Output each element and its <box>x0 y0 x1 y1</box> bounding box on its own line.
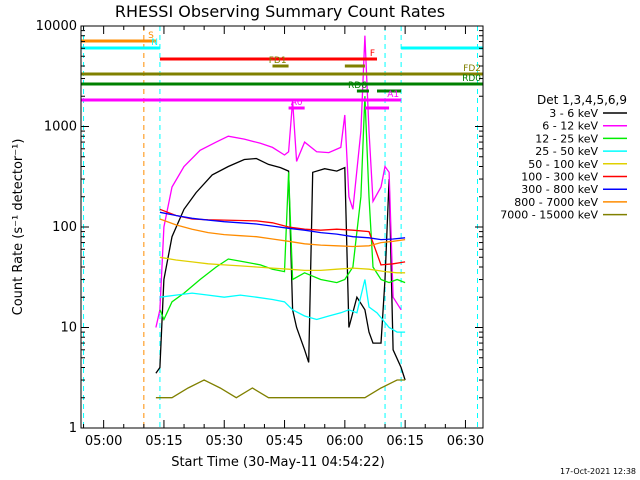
x-tick-label: 05:15 <box>145 434 182 449</box>
series-layer <box>155 35 406 399</box>
series-line <box>159 208 406 266</box>
y-tick-label: 10000 <box>36 19 77 34</box>
legend-entry-label: 25 - 50 keV <box>535 145 598 158</box>
y-axis-label: Count Rate (s⁻¹ detector⁻¹) <box>11 139 26 316</box>
x-tick-label: 06:30 <box>447 434 484 449</box>
y-tick-label: 100 <box>52 220 77 235</box>
x-tick-label: 06:15 <box>386 434 423 449</box>
generation-timestamp: 17-Oct-2021 12:38 <box>560 467 636 476</box>
y-tick-label: 10 <box>60 321 77 336</box>
y-axis: 1 10 100 1000 10000 <box>36 19 483 436</box>
flag-bar-label: FD1 <box>269 56 287 66</box>
series-line <box>159 218 406 248</box>
flag-bar-label: FD2 <box>463 64 481 74</box>
legend-entry-label: 6 - 12 keV <box>542 120 598 133</box>
y-tick-label: 1 <box>69 421 77 436</box>
x-tick-label: 05:30 <box>206 434 243 449</box>
legend-entry-label: 100 - 300 keV <box>521 171 598 184</box>
flag-bar-label: A1 <box>387 90 399 100</box>
legend-entry-label: 800 - 7000 keV <box>514 196 598 209</box>
series-line <box>159 256 406 274</box>
flag-bar-label: F <box>370 49 375 59</box>
flag-bar-label: N <box>151 38 158 48</box>
series-line <box>159 211 406 241</box>
series-line <box>159 279 406 333</box>
series-line <box>159 96 406 322</box>
legend-entry-label: 50 - 100 keV <box>528 158 598 171</box>
x-tick-label: 06:00 <box>326 434 363 449</box>
legend-title: Det 1,3,4,5,6,9 <box>537 93 627 107</box>
flag-bar-label: S <box>148 31 154 41</box>
legend-entry-label: 12 - 25 keV <box>535 132 598 145</box>
flag-bar-label: A0 <box>291 98 303 108</box>
x-tick-label: 05:00 <box>85 434 122 449</box>
x-axis-label: Start Time (30-May-11 04:54:22) <box>171 455 385 470</box>
flag-bar-label: RD6 <box>348 81 367 91</box>
legend-entry-label: 7000 - 15000 keV <box>500 209 598 222</box>
chart-title: RHESSI Observing Summary Count Rates <box>115 2 445 21</box>
legend-entry-label: 3 - 6 keV <box>549 107 598 120</box>
series-line <box>155 35 402 328</box>
flag-bar-label: RD0 <box>462 74 481 84</box>
y-tick-label: 1000 <box>44 120 77 135</box>
series-line <box>155 379 406 399</box>
x-tick-label: 05:45 <box>266 434 303 449</box>
legend-entry-label: 300 - 800 keV <box>521 183 598 196</box>
series-line <box>155 157 406 381</box>
x-axis: 05:00 05:15 05:30 05:45 06:00 06:15 06:30 <box>83 26 484 449</box>
